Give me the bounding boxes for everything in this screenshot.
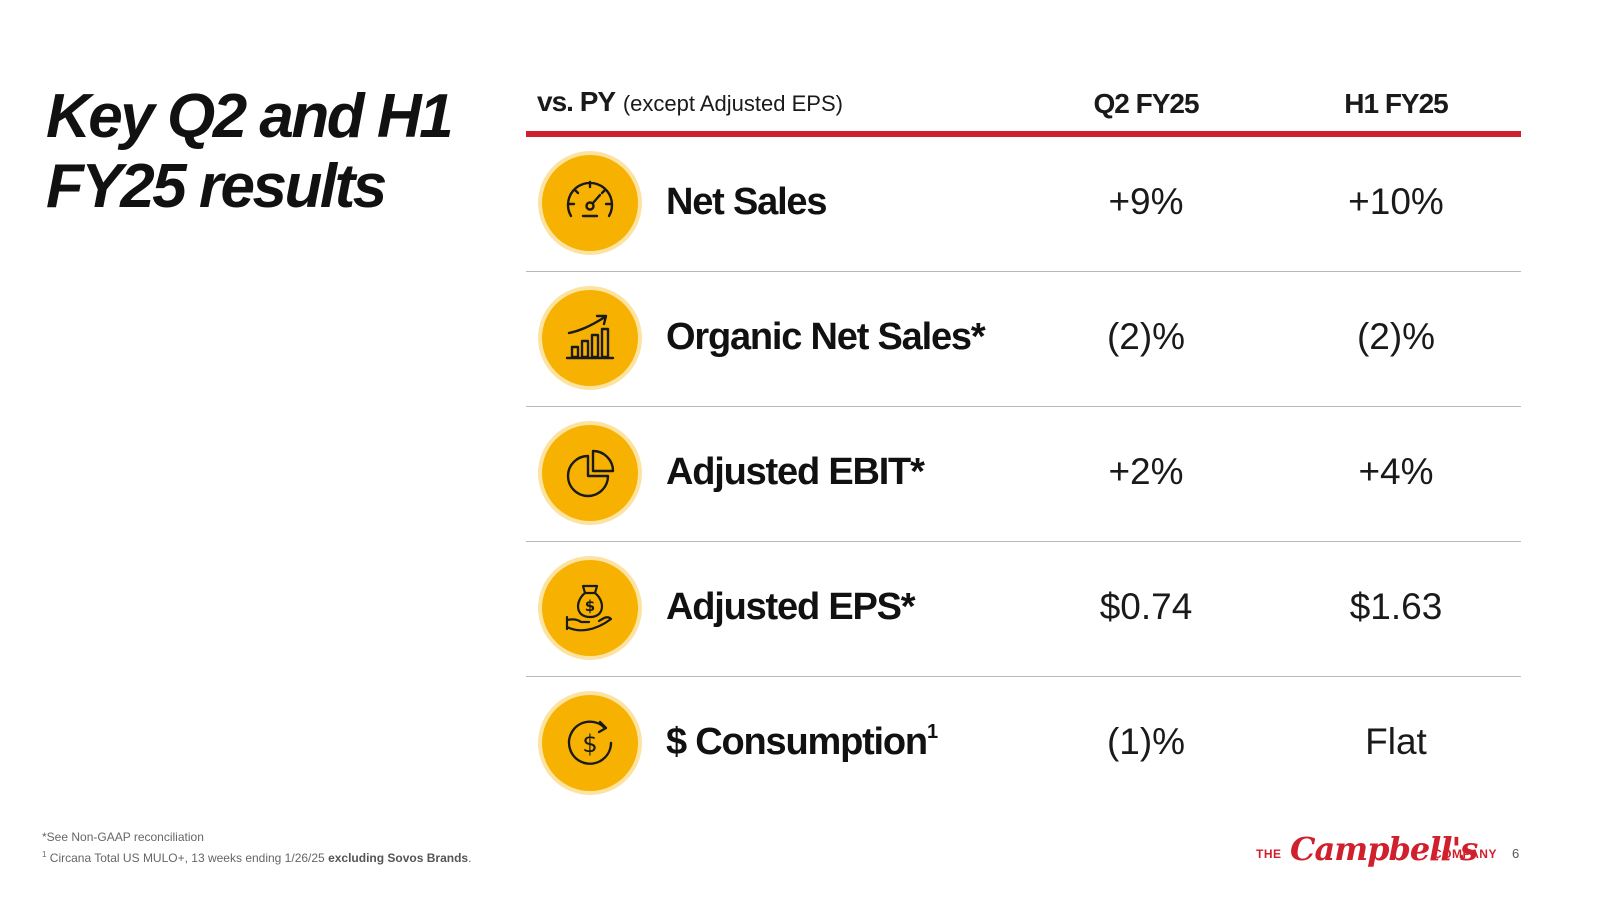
logo-wordmark: Campbell's xyxy=(1290,830,1478,868)
metric-label: Organic Net Sales* xyxy=(666,316,986,359)
q2-value: (2)% xyxy=(1106,316,1186,357)
h1-value: +10% xyxy=(1348,181,1444,222)
metric-label: Adjusted EPS* xyxy=(666,586,916,629)
footnote-ref: 1 xyxy=(926,721,939,743)
header-comparison-label: vs. PY (except Adjusted EPS) xyxy=(537,86,843,118)
q2-value: +9% xyxy=(1108,181,1184,222)
footnote-bold-text: excluding Sovos Brands xyxy=(328,851,469,865)
title-line-2: FY25 results xyxy=(46,152,387,221)
q2-value: $0.74 xyxy=(1099,586,1193,627)
metric-name: Adjusted EBIT* xyxy=(666,451,925,493)
speedometer-icon xyxy=(542,155,638,251)
svg-text:$: $ xyxy=(585,597,595,615)
company-logo: THE Campbell's COMPANY xyxy=(1256,830,1506,878)
metric-name: $ Consumption xyxy=(666,721,928,763)
dollar-cycle-icon: $ xyxy=(542,695,638,791)
header-vs-py: vs. PY xyxy=(537,86,616,117)
money-bag-hand-icon: $ xyxy=(542,560,638,656)
metric-label: $ Consumption1 xyxy=(666,721,938,764)
footnote-marker: 1 xyxy=(42,850,47,859)
metric-name: Adjusted EPS* xyxy=(666,586,916,628)
growth-chart-icon xyxy=(542,290,638,386)
table-row-organic-net-sales: Organic Net Sales* (2)% (2)% xyxy=(526,272,1521,407)
page-title: Key Q2 and H1 FY25 results xyxy=(46,82,454,222)
metric-name: Organic Net Sales* xyxy=(666,316,986,358)
q2-value: +2% xyxy=(1108,451,1184,492)
metric-label: Adjusted EBIT* xyxy=(666,451,925,494)
metric-label: Net Sales xyxy=(666,181,827,224)
q2-value: (1)% xyxy=(1106,721,1186,762)
results-table: vs. PY (except Adjusted EPS) Q2 FY25 H1 … xyxy=(526,80,1521,811)
column-header-h1: H1 FY25 xyxy=(1344,88,1449,119)
pie-chart-icon xyxy=(542,425,638,521)
h1-value: Flat xyxy=(1365,721,1427,762)
title-line-1: Key Q2 and H1 xyxy=(46,82,454,151)
column-header-q2: Q2 FY25 xyxy=(1093,88,1199,119)
table-row-adjusted-ebit: Adjusted EBIT* +2% +4% xyxy=(526,407,1521,542)
logo-the: THE xyxy=(1256,847,1282,861)
footnote-end: . xyxy=(468,851,472,865)
table-row-consumption: $ $ Consumption1 (1)% Flat xyxy=(526,677,1521,811)
table-header: vs. PY (except Adjusted EPS) Q2 FY25 H1 … xyxy=(526,80,1521,137)
table-row-adjusted-eps: $ Adjusted EPS* $0.74 $1.63 xyxy=(526,542,1521,677)
footnote-circana: 1 Circana Total US MULO+, 13 weeks endin… xyxy=(42,850,471,865)
metric-name: Net Sales xyxy=(666,181,827,223)
logo-company: COMPANY xyxy=(1433,847,1497,861)
table-row-net-sales: Net Sales +9% +10% xyxy=(526,137,1521,272)
footnote-text: Circana Total US MULO+, 13 weeks ending … xyxy=(46,851,329,865)
header-subtext: (except Adjusted EPS) xyxy=(622,91,843,116)
svg-text:$: $ xyxy=(582,730,597,758)
footnote-non-gaap: *See Non-GAAP reconciliation xyxy=(42,830,204,844)
h1-value: $1.63 xyxy=(1349,586,1443,627)
h1-value: +4% xyxy=(1358,451,1434,492)
page-number: 6 xyxy=(1512,846,1520,861)
h1-value: (2)% xyxy=(1356,316,1436,357)
